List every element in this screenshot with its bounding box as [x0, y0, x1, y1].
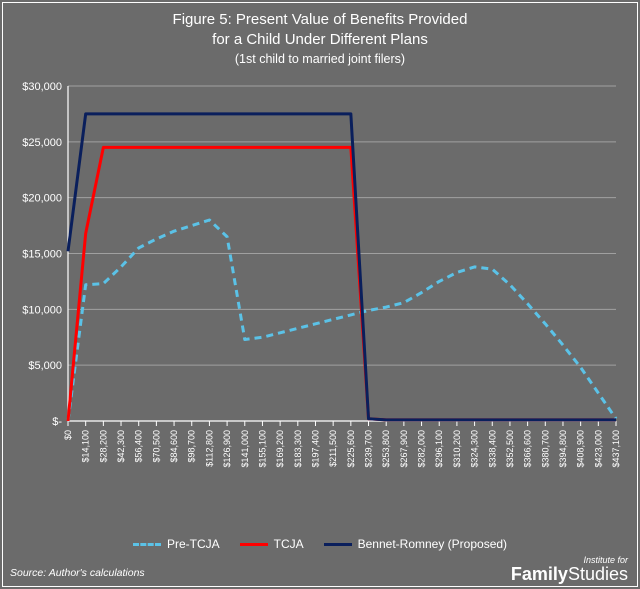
chart-svg: $- $5,000 $10,000 $15,000 $20,000 $25,000 $30,… [10, 80, 622, 501]
svg-text:$56,400: $56,400 [134, 430, 144, 463]
svg-text:$30,000: $30,000 [22, 81, 62, 93]
svg-text:$10,000: $10,000 [22, 304, 62, 316]
svg-text:$98,700: $98,700 [187, 430, 197, 463]
svg-text:$-: $- [52, 416, 62, 428]
legend-item: Pre-TCJA [133, 537, 220, 551]
source-text: Source: Author's calculations [10, 567, 145, 579]
svg-text:$310,200: $310,200 [452, 430, 462, 468]
svg-text:$14,100: $14,100 [81, 430, 91, 463]
svg-text:$352,500: $352,500 [505, 430, 515, 468]
legend: Pre-TCJA TCJA Bennet-Romney (Proposed) [0, 535, 640, 552]
svg-text:$225,600: $225,600 [346, 430, 356, 468]
svg-text:$0: $0 [63, 430, 73, 440]
svg-text:$20,000: $20,000 [22, 193, 62, 205]
svg-text:$155,100: $155,100 [257, 430, 267, 468]
legend-item: Bennet-Romney (Proposed) [324, 537, 507, 551]
svg-text:$239,700: $239,700 [364, 430, 374, 468]
brand-bold: Family [511, 564, 568, 584]
brand-light: Studies [568, 564, 628, 584]
svg-text:$28,200: $28,200 [98, 430, 108, 463]
svg-text:$42,300: $42,300 [116, 430, 126, 463]
legend-swatch [324, 543, 352, 546]
svg-text:$296,100: $296,100 [434, 430, 444, 468]
legend-label: Bennet-Romney (Proposed) [358, 537, 507, 551]
svg-text:$324,300: $324,300 [470, 430, 480, 468]
svg-text:$183,300: $183,300 [293, 430, 303, 468]
svg-text:$15,000: $15,000 [22, 249, 62, 261]
brand-main: FamilyStudies [511, 565, 628, 583]
svg-text:$169,200: $169,200 [275, 430, 285, 468]
svg-text:$5,000: $5,000 [28, 360, 62, 372]
svg-text:$25,000: $25,000 [22, 137, 62, 149]
svg-text:$112,800: $112,800 [204, 430, 214, 467]
legend-label: TCJA [274, 537, 304, 551]
svg-text:$380,700: $380,700 [540, 430, 550, 468]
svg-text:$394,800: $394,800 [558, 430, 568, 468]
svg-text:$70,500: $70,500 [151, 430, 161, 463]
svg-text:$84,600: $84,600 [169, 430, 179, 463]
svg-text:$338,400: $338,400 [487, 430, 497, 468]
chart-area: $- $5,000 $10,000 $15,000 $20,000 $25,000 $30,… [10, 80, 622, 501]
svg-text:$211,500: $211,500 [328, 430, 338, 467]
legend-item: TCJA [240, 537, 304, 551]
svg-text:$197,400: $197,400 [310, 430, 320, 468]
legend-swatch [240, 543, 268, 546]
svg-text:$253,800: $253,800 [381, 430, 391, 468]
svg-text:$423,000: $423,000 [593, 430, 603, 468]
legend-swatch [133, 543, 161, 546]
svg-text:$267,900: $267,900 [399, 430, 409, 468]
svg-text:$282,000: $282,000 [417, 430, 427, 468]
brand-logo: Institute for FamilyStudies [511, 556, 628, 583]
svg-text:$366,600: $366,600 [523, 430, 533, 468]
svg-text:$126,900: $126,900 [222, 430, 232, 468]
svg-text:$408,900: $408,900 [576, 430, 586, 468]
legend-label: Pre-TCJA [167, 537, 220, 551]
svg-text:$141,000: $141,000 [240, 430, 250, 468]
svg-text:$437,100: $437,100 [611, 430, 621, 468]
